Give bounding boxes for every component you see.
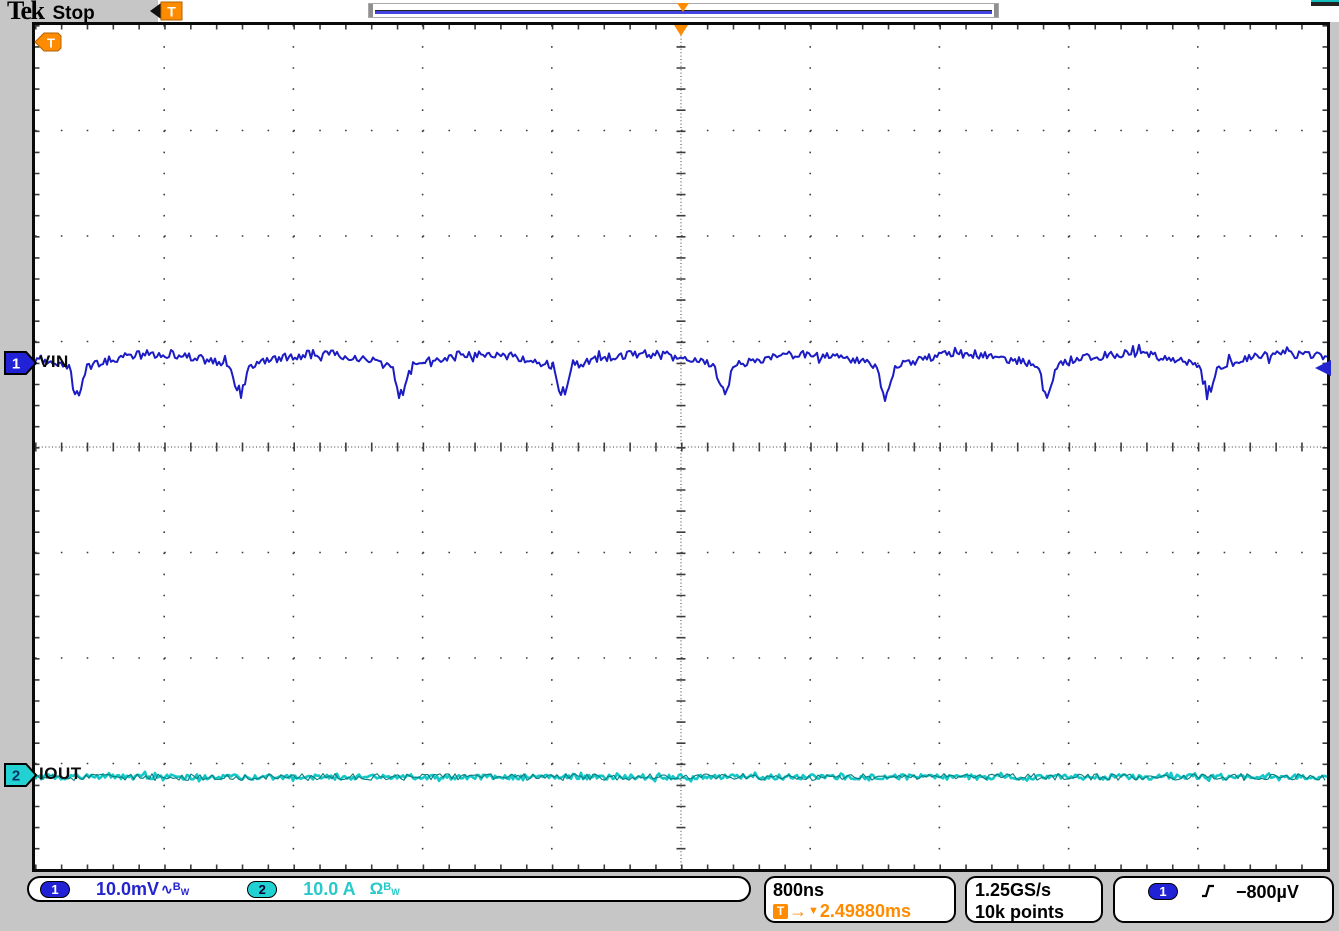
trigger-t-icon: T — [773, 903, 788, 919]
trigger-position-marker-icon[interactable] — [674, 25, 688, 36]
trigger-source-badge[interactable]: 1 — [1148, 883, 1178, 900]
arrow-right-icon: → — [789, 901, 807, 921]
timebase-scale: 800ns — [773, 880, 825, 900]
channel2-position-marker[interactable]: 2 — [3, 761, 39, 794]
record-bar-trigger-position-icon[interactable] — [677, 3, 689, 12]
trigger-time-marker-label: T — [47, 36, 55, 51]
record-bar-right-bracket — [994, 4, 998, 17]
channel2-marker-label: 2 — [12, 768, 20, 785]
channel1-scale: 10.0mV — [96, 878, 160, 899]
channel1-waveform-label: VIN — [39, 352, 69, 371]
sample-rate: 1.25GS/s — [975, 880, 1052, 900]
trigger-time-marker-icon[interactable]: T — [34, 30, 64, 59]
trigger-position-readout: T → ▼ 2.49880ms — [773, 901, 947, 921]
waveform-display — [35, 25, 1327, 869]
trigger-readout-box[interactable]: 1 −800µV — [1113, 876, 1334, 923]
channel1-badge[interactable]: 1 — [40, 880, 70, 898]
trigger-level-marker-icon[interactable] — [1315, 360, 1331, 376]
trigger-position-value: 2.49880ms — [819, 901, 911, 921]
timebase-readout-box[interactable]: 800ns T → ▼ 2.49880ms — [764, 876, 956, 923]
trigger-level-value: −800µV — [1236, 882, 1299, 902]
channel1-position-marker[interactable]: 1 — [3, 349, 39, 382]
acquisition-status: Stop — [52, 3, 95, 24]
rising-edge-icon — [1200, 882, 1216, 905]
channel1-coupling-icon: ∿ — [161, 880, 173, 897]
graticule — [32, 22, 1330, 872]
channel2-impedance-icon: Ω — [369, 879, 384, 898]
trigger-flag-icon[interactable]: T — [148, 1, 188, 26]
record-bar-left-bracket — [369, 4, 373, 17]
triangle-down-icon: ▼ — [808, 905, 819, 917]
channel1-marker-label: 1 — [12, 356, 20, 373]
top-right-teal-strip — [1311, 0, 1339, 2]
record-length: 10k points — [975, 902, 1065, 922]
channel2-scale: 10.0 A — [303, 878, 356, 899]
tek-logo: Tek — [7, 0, 45, 25]
brand-area: Tek Stop — [0, 0, 158, 25]
channel2-waveform-label: IOUT — [39, 764, 82, 783]
trigger-flag-label: T — [167, 4, 176, 20]
top-right-dark-strip — [1311, 2, 1339, 6]
acquisition-readout-box[interactable]: 1.25GS/s 10k points — [965, 876, 1103, 923]
channel2-badge[interactable]: 2 — [247, 880, 278, 898]
